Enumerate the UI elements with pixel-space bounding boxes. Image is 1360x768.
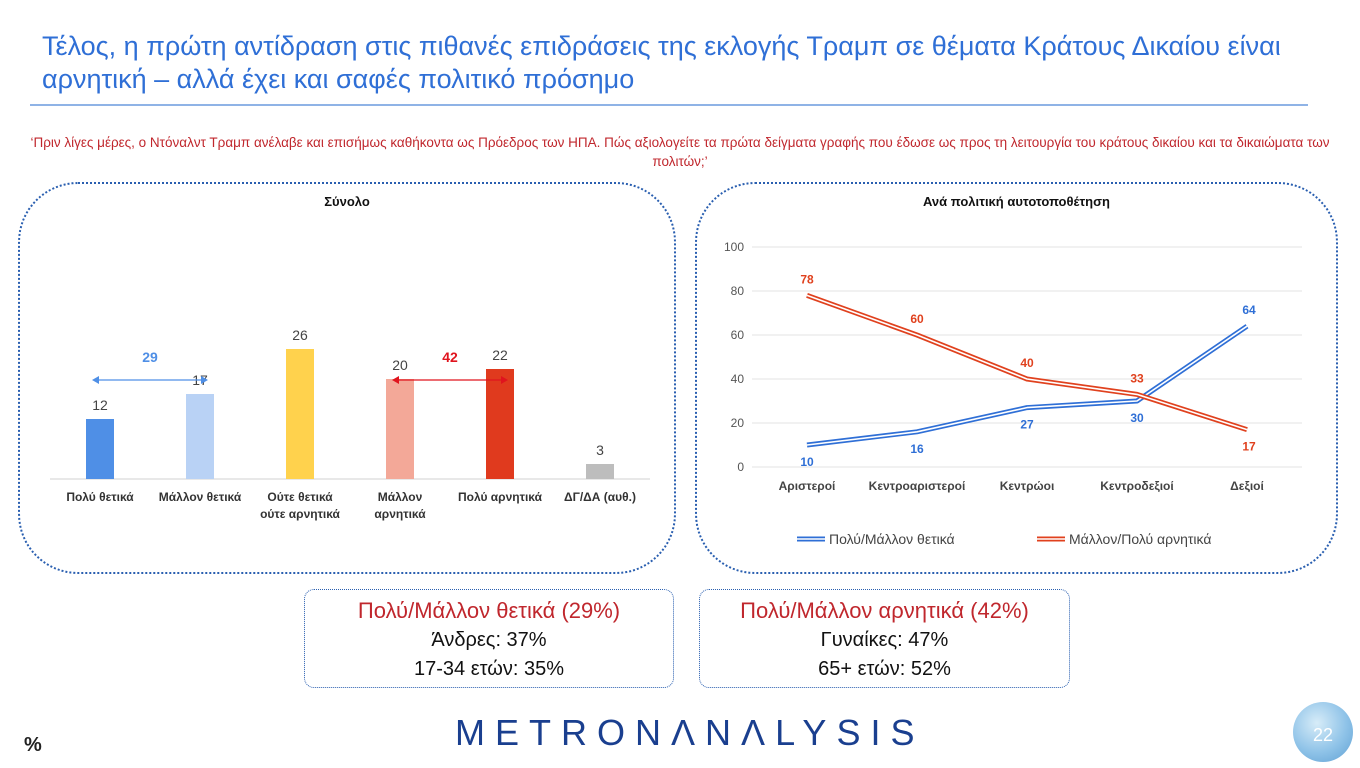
data-label-0-4: 64 (1242, 303, 1256, 317)
political-line-chart: 0 20 40 60 80 100 Αριστεροί Κεντροαριστεροί Κεντ… (724, 240, 1302, 547)
legend-label-0: Πολύ/Μάλλον θετικά (829, 531, 955, 547)
bar-value-label-4: 22 (492, 347, 508, 363)
bar-4 (486, 369, 514, 479)
bar-0 (86, 419, 114, 479)
total-chart-title: Σύνολο (324, 194, 370, 209)
survey-question: ‘Πριν λίγες μέρες, ο Ντόναλντ Τραμπ ανέλ… (30, 135, 1330, 169)
bar-5 (586, 464, 614, 479)
negative-summary-box: Πολύ/Μάλλον αρνητικά (42%) Γυναίκες: 47%… (699, 589, 1070, 688)
bracket-arrow-right-1 (501, 376, 508, 384)
bar-category-label-1-0: Μάλλον θετικά (159, 490, 242, 504)
positive-summary-line2: 17-34 ετών: 35% (414, 658, 564, 680)
metron-analysis-logo: METRONΛNΛLYSIS (455, 712, 925, 753)
bar-category-label-2-1: ούτε αρνητικά (260, 507, 340, 521)
bar-1 (186, 394, 214, 479)
bar-value-label-0: 12 (92, 397, 108, 413)
bracket-arrow-left-1 (392, 376, 399, 384)
data-label-0-1: 16 (910, 442, 924, 456)
political-chart-title: Ανά πολιτική αυτοτοποθέτηση (923, 194, 1110, 209)
data-label-0-3: 30 (1130, 411, 1144, 425)
positive-summary-box: Πολύ/Μάλλον θετικά (29%) Άνδρες: 37% 17-… (304, 589, 674, 688)
bracket-total-label-1: 42 (442, 349, 458, 365)
bar-category-label-3-0: Μάλλον (378, 490, 423, 504)
data-label-1-4: 17 (1242, 440, 1256, 454)
page-number-badge: 22 (1293, 702, 1353, 762)
y-tick-label-100: 100 (724, 240, 744, 254)
percent-unit-label: % (24, 734, 42, 756)
bar-value-label-5: 3 (596, 442, 604, 458)
y-tick-label-0: 0 (737, 460, 744, 474)
data-label-1-1: 60 (910, 312, 924, 326)
total-chart-panel: Σύνολο 12 Πολύ θετικά 17 Μάλλον θετικά 26 Ούτ… (18, 182, 676, 574)
bracket-arrow-right-0 (201, 376, 208, 384)
title-divider (30, 104, 1308, 106)
series-line-inner-1 (806, 294, 1248, 431)
negative-summary-heading: Πολύ/Μάλλον αρνητικά (42%) (740, 598, 1029, 623)
data-label-1-0: 78 (800, 272, 814, 286)
y-tick-label-20: 20 (731, 416, 745, 430)
slide-title: Τέλος, η πρώτη αντίδραση στις πιθανές επ… (42, 31, 1281, 94)
negative-summary-line1: Γυναίκες: 47% (820, 629, 949, 651)
bar-category-label-4-0: Πολύ αρνητικά (458, 490, 543, 504)
data-label-0-2: 27 (1020, 418, 1034, 432)
y-tick-label-80: 80 (731, 284, 745, 298)
data-label-1-2: 40 (1020, 356, 1034, 370)
data-label-0-0: 10 (800, 455, 814, 469)
data-label-1-3: 33 (1130, 371, 1144, 385)
bar-category-label-2-0: Ούτε θετικά (267, 490, 333, 504)
positive-summary-line1: Άνδρες: 37% (431, 629, 547, 651)
bar-category-label-0-0: Πολύ θετικά (66, 490, 134, 504)
bar-3 (386, 379, 414, 479)
x-category-label-4: Δεξιοί (1230, 479, 1264, 493)
bar-2 (286, 349, 314, 479)
bar-category-label-3-1: αρνητικά (374, 507, 426, 521)
political-chart-panel: Ανά πολιτική αυτοτοποθέτηση 0 20 40 60 80 100… (695, 182, 1338, 574)
bar-value-label-3: 20 (392, 357, 408, 373)
x-category-label-2: Κεντρώοι (1000, 479, 1055, 493)
bar-value-label-2: 26 (292, 327, 308, 343)
bracket-total-label-0: 29 (142, 349, 158, 365)
series-line-inner-0 (806, 325, 1248, 446)
bracket-arrow-left-0 (92, 376, 99, 384)
negative-summary-line2: 65+ ετών: 52% (818, 658, 951, 680)
y-tick-label-60: 60 (731, 328, 745, 342)
positive-summary-heading: Πολύ/Μάλλον θετικά (29%) (357, 598, 621, 623)
x-category-label-3: Κεντροδεξιοί (1100, 479, 1173, 493)
bar-category-label-5-0: ΔΓ/ΔΑ (αυθ.) (564, 490, 636, 504)
y-tick-label-40: 40 (731, 372, 745, 386)
x-category-label-1: Κεντροαριστεροί (869, 479, 966, 493)
legend-label-1: Μάλλον/Πολύ αρνητικά (1069, 531, 1211, 547)
x-category-label-0: Αριστεροί (779, 479, 836, 493)
